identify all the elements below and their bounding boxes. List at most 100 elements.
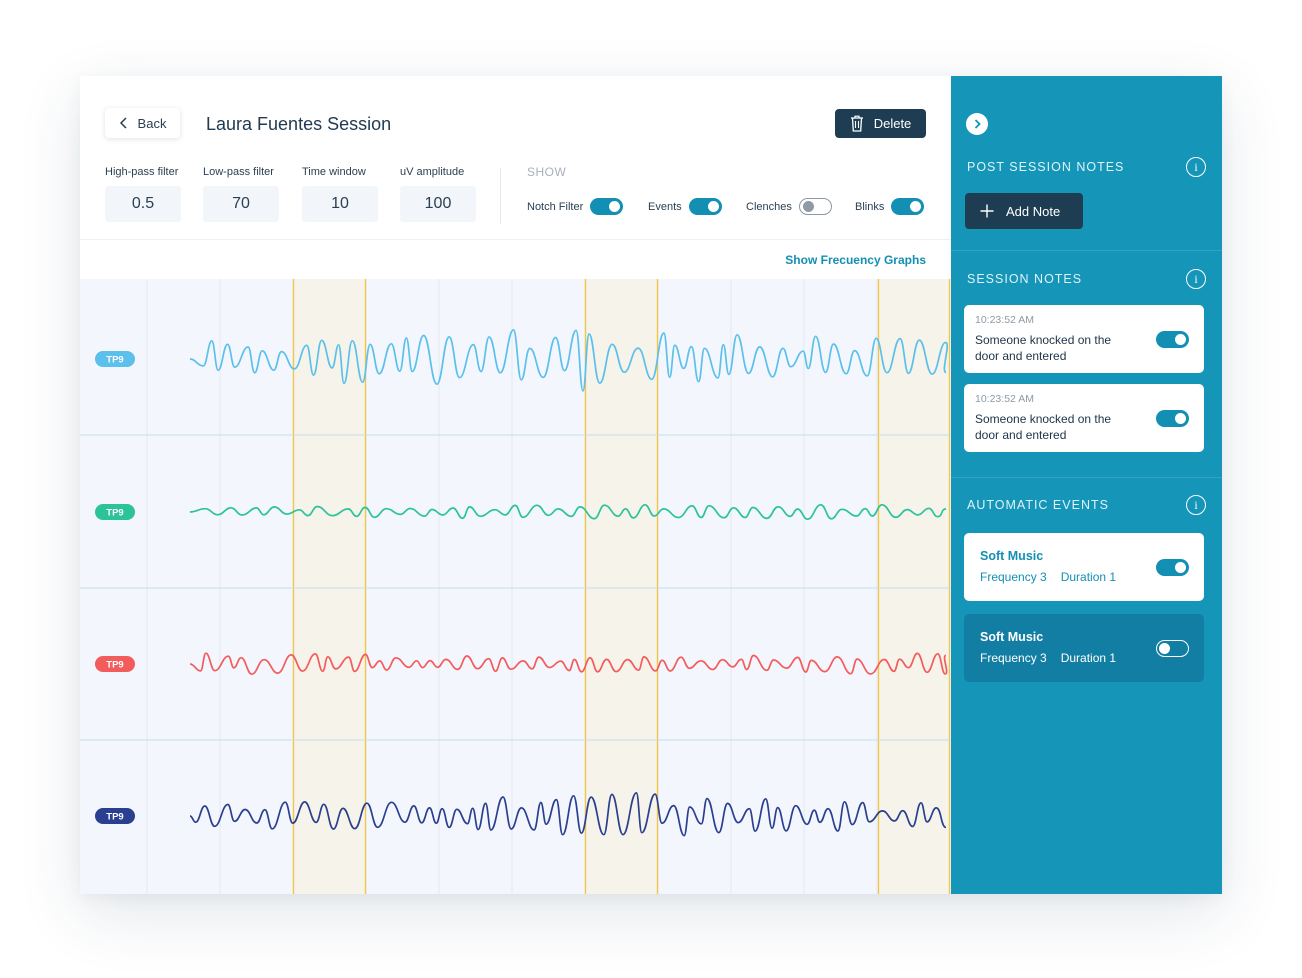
automatic-event-card[interactable]: Soft Music Frequency 3 Duration 1 bbox=[964, 533, 1204, 601]
clenches-label: Clenches bbox=[746, 200, 792, 213]
event-duration: Duration 1 bbox=[1060, 570, 1117, 584]
high-pass-filter-label: High-pass filter bbox=[105, 166, 179, 178]
delete-button[interactable]: Delete bbox=[835, 109, 926, 138]
plus-icon bbox=[980, 204, 994, 218]
chevron-right-icon bbox=[974, 119, 981, 129]
channel-label: TP9 bbox=[106, 660, 123, 671]
event-meta: Frequency 3 Duration 1 bbox=[980, 651, 1116, 665]
events-label: Events bbox=[648, 200, 682, 213]
event-title: Soft Music bbox=[980, 630, 1044, 644]
channel-badge-bg bbox=[95, 504, 135, 520]
page-title: Laura Fuentes Session bbox=[206, 114, 392, 134]
time-window-input[interactable]: 10 bbox=[302, 186, 378, 222]
chevron-left-icon bbox=[119, 117, 127, 129]
channel-badge: TP9 bbox=[95, 504, 135, 520]
blinks-toggle-group: Blinks bbox=[855, 198, 925, 215]
channel-wave bbox=[189, 503, 947, 521]
toggle-knob bbox=[1159, 643, 1170, 654]
event-bands bbox=[292, 279, 951, 894]
event-duration: Duration 1 bbox=[1060, 651, 1117, 665]
notch-filter-toggle-group: Notch Filter bbox=[527, 198, 624, 215]
toggle-knob bbox=[910, 201, 922, 212]
eeg-plot: TP9 TP9 TP9 TP9 bbox=[80, 279, 951, 894]
event-toggle[interactable] bbox=[1156, 559, 1189, 576]
event-frequency: Frequency 3 bbox=[980, 651, 1047, 665]
delete-button-label: Delete bbox=[873, 116, 912, 131]
note-text: Someone knocked on the door and entered bbox=[975, 333, 1112, 363]
automatic-event-card[interactable]: Soft Music Frequency 3 Duration 1 bbox=[964, 614, 1204, 682]
time-window-filter: Time window 10 bbox=[302, 166, 378, 222]
app-window: Back Laura Fuentes Session Delete High-p… bbox=[80, 76, 1222, 894]
add-note-label: Add Note bbox=[1006, 203, 1061, 219]
info-icon[interactable]: i bbox=[1186, 269, 1206, 289]
divider bbox=[951, 250, 1222, 251]
event-title: Soft Music bbox=[980, 549, 1044, 563]
clenches-toggle-group: Clenches bbox=[746, 198, 832, 215]
channel-badge: TP9 bbox=[95, 808, 135, 824]
divider bbox=[500, 168, 501, 224]
back-button[interactable]: Back bbox=[105, 108, 180, 138]
note-toggle[interactable] bbox=[1156, 410, 1189, 427]
channel-label: TP9 bbox=[106, 355, 123, 366]
toggle-knob bbox=[707, 201, 719, 212]
channel-badge: TP9 bbox=[95, 656, 135, 672]
channel-label: TP9 bbox=[106, 508, 123, 519]
toggle-knob bbox=[609, 201, 621, 212]
post-session-notes-title: POST SESSION NOTES bbox=[967, 160, 1125, 174]
event-band bbox=[585, 279, 658, 894]
channel-badges: TP9 TP9 TP9 TP9 bbox=[95, 351, 135, 824]
toggle-knob bbox=[802, 201, 814, 212]
add-note-button[interactable]: Add Note bbox=[965, 193, 1083, 229]
note-toggle[interactable] bbox=[1156, 331, 1189, 348]
collapse-sidebar-button[interactable] bbox=[966, 113, 988, 135]
toggle-knob bbox=[1175, 413, 1186, 424]
eeg-plot-svg: TP9 TP9 TP9 TP9 bbox=[80, 279, 951, 894]
channel-wave bbox=[189, 652, 948, 675]
uv-amplitude-filter: uV amplitude 100 bbox=[400, 166, 476, 222]
show-frequency-graphs-link[interactable]: Show Frecuency Graphs bbox=[785, 253, 926, 267]
session-note-card[interactable]: 10:23:52 AM Someone knocked on the door … bbox=[964, 384, 1204, 452]
note-timestamp: 10:23:52 AM bbox=[975, 314, 1034, 326]
events-toggle-group: Events bbox=[648, 198, 722, 215]
info-icon[interactable]: i bbox=[1186, 495, 1206, 515]
back-button-label: Back bbox=[137, 115, 167, 131]
sidebar: POST SESSION NOTES i Add Note SESSION NO… bbox=[951, 76, 1222, 894]
blinks-label: Blinks bbox=[855, 200, 885, 213]
channel-wave bbox=[189, 792, 947, 837]
session-note-card[interactable]: 10:23:52 AM Someone knocked on the door … bbox=[964, 305, 1204, 373]
divider bbox=[80, 239, 951, 240]
high-pass-filter: High-pass filter 0.5 bbox=[105, 166, 181, 222]
channel-wave bbox=[189, 329, 949, 392]
time-window-label: Time window bbox=[302, 166, 366, 178]
event-toggle[interactable] bbox=[1156, 640, 1189, 657]
uv-amplitude-label: uV amplitude bbox=[400, 166, 465, 178]
note-timestamp: 10:23:52 AM bbox=[975, 393, 1034, 405]
session-notes-title: SESSION NOTES bbox=[967, 272, 1083, 286]
high-pass-filter-input[interactable]: 0.5 bbox=[105, 186, 181, 222]
trash-icon bbox=[850, 115, 863, 132]
show-label: SHOW bbox=[527, 165, 567, 179]
uv-amplitude-input[interactable]: 100 bbox=[400, 186, 476, 222]
low-pass-filter-input[interactable]: 70 bbox=[203, 186, 279, 222]
main-panel: Back Laura Fuentes Session Delete High-p… bbox=[80, 76, 951, 894]
event-meta: Frequency 3 Duration 1 bbox=[980, 570, 1116, 584]
channel-badge-bg bbox=[95, 656, 135, 672]
event-band bbox=[878, 279, 950, 894]
event-band bbox=[293, 279, 366, 894]
blinks-toggle[interactable] bbox=[891, 198, 925, 215]
channel-badge-bg bbox=[95, 351, 135, 367]
toggle-knob bbox=[1175, 562, 1186, 573]
note-text: Someone knocked on the door and entered bbox=[975, 412, 1112, 442]
toggle-knob bbox=[1175, 334, 1186, 345]
automatic-events-title: AUTOMATIC EVENTS bbox=[967, 498, 1109, 512]
channel-badge-bg bbox=[95, 808, 135, 824]
info-icon[interactable]: i bbox=[1186, 157, 1206, 177]
channel-separators bbox=[80, 434, 951, 741]
clenches-toggle[interactable] bbox=[798, 198, 832, 215]
channel-badge: TP9 bbox=[95, 351, 135, 367]
plot-background bbox=[80, 279, 951, 894]
notch-filter-label: Notch Filter bbox=[527, 200, 584, 213]
notch-filter-toggle[interactable] bbox=[590, 198, 624, 215]
channel-label: TP9 bbox=[106, 812, 123, 823]
events-toggle[interactable] bbox=[688, 198, 722, 215]
